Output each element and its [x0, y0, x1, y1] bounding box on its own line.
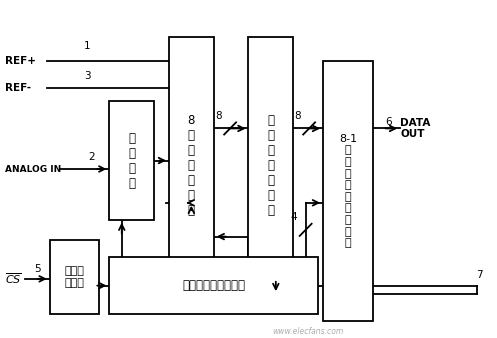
Text: 5: 5 — [34, 264, 41, 274]
Text: 控制逻辑和输出计数: 控制逻辑和输出计数 — [182, 279, 245, 292]
Text: 8-1
数
据
选
择
器
和
驱
动
器: 8-1 数 据 选 择 器 和 驱 动 器 — [339, 134, 357, 248]
Text: 8
位
模
数
转
换
器: 8 位 模 数 转 换 器 — [188, 114, 195, 217]
Text: 8: 8 — [294, 111, 301, 121]
Text: 7: 7 — [476, 270, 483, 281]
Text: ANALOG IN: ANALOG IN — [5, 165, 61, 173]
Text: 输
出
数
据
寄
存
器: 输 出 数 据 寄 存 器 — [267, 114, 274, 217]
Text: DATA
OUT: DATA OUT — [400, 118, 430, 139]
Bar — [109, 101, 154, 220]
Bar — [248, 37, 293, 294]
Text: $\overline{CS}$: $\overline{CS}$ — [5, 271, 22, 286]
Text: 采
样
保
持: 采 样 保 持 — [128, 131, 135, 190]
Text: REF+: REF+ — [5, 56, 36, 66]
Bar — [323, 61, 373, 321]
Text: 2: 2 — [88, 152, 95, 162]
Text: 6: 6 — [385, 117, 392, 127]
Bar — [109, 257, 318, 314]
Bar — [169, 37, 214, 294]
Text: 1: 1 — [83, 41, 90, 51]
Text: www.elecfans.com: www.elecfans.com — [272, 327, 344, 336]
Text: 内部系
统时钟: 内部系 统时钟 — [65, 266, 84, 288]
Text: REF-: REF- — [5, 83, 31, 93]
Text: 8: 8 — [215, 111, 222, 121]
Bar — [50, 240, 99, 314]
Text: 3: 3 — [83, 71, 90, 81]
Text: 4: 4 — [291, 212, 297, 222]
